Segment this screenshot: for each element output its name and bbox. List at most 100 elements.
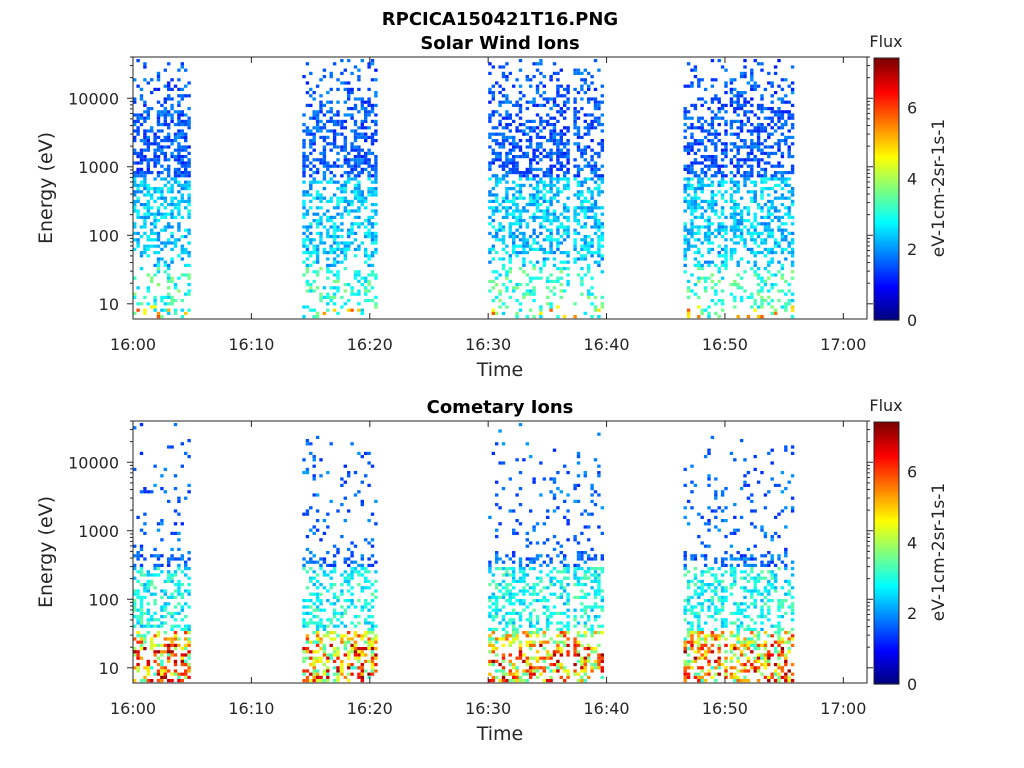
heatmap-cell xyxy=(143,583,147,587)
heatmap-cell xyxy=(491,174,495,178)
heatmap-cell xyxy=(512,618,516,622)
heatmap-cell xyxy=(336,254,340,258)
heatmap-cell xyxy=(177,203,181,207)
heatmap-cell xyxy=(743,123,747,127)
heatmap-cell xyxy=(133,151,137,155)
heatmap-cell xyxy=(522,129,526,133)
heatmap-cell xyxy=(343,113,347,117)
heatmap-cell xyxy=(305,257,310,261)
heatmap-cell xyxy=(714,174,718,178)
heatmap-cell xyxy=(700,183,704,187)
heatmap-cell xyxy=(170,187,174,191)
heatmap-cell xyxy=(566,151,570,155)
heatmap-cell xyxy=(336,675,340,679)
heatmap-cell xyxy=(315,595,320,599)
heatmap-cell xyxy=(546,599,550,603)
heatmap-cell xyxy=(559,631,563,635)
heatmap-cell xyxy=(360,135,364,139)
heatmap-cell xyxy=(326,199,330,203)
heatmap-cell xyxy=(739,129,744,133)
colorbar-segment xyxy=(874,108,899,111)
heatmap-cell xyxy=(542,215,546,219)
heatmap-cell xyxy=(760,302,764,306)
heatmap-cell xyxy=(583,225,587,229)
heatmap-cell xyxy=(501,132,506,136)
heatmap-cell xyxy=(360,455,364,459)
heatmap-cell xyxy=(312,212,316,216)
heatmap-cell xyxy=(180,315,184,319)
heatmap-cell xyxy=(498,595,502,599)
heatmap-cell xyxy=(322,139,327,143)
heatmap-cell xyxy=(593,126,598,130)
heatmap-cell xyxy=(180,65,184,69)
heatmap-cell xyxy=(525,174,529,178)
heatmap-cell xyxy=(184,247,188,251)
heatmap-cell xyxy=(322,608,327,612)
heatmap-cell xyxy=(690,68,694,72)
heatmap-cell xyxy=(512,193,516,197)
heatmap-cell xyxy=(353,270,358,274)
heatmap-cell xyxy=(743,139,747,143)
heatmap-cell xyxy=(340,132,344,136)
heatmap-cell xyxy=(136,196,140,200)
heatmap-cell xyxy=(364,225,368,229)
heatmap-cell xyxy=(753,231,757,235)
heatmap-cell xyxy=(529,171,533,175)
heatmap-cell xyxy=(729,87,734,91)
heatmap-cell xyxy=(736,167,740,171)
heatmap-cell xyxy=(329,215,333,219)
heatmap-cell xyxy=(559,267,563,271)
colorbar-segment xyxy=(874,204,899,208)
heatmap-cell xyxy=(760,110,764,114)
heatmap-cell xyxy=(686,231,691,235)
heatmap-cell xyxy=(535,247,540,251)
heatmap-cell xyxy=(350,167,354,171)
heatmap-cell xyxy=(710,123,715,127)
heatmap-cell xyxy=(767,270,771,274)
heatmap-cell xyxy=(180,592,184,596)
heatmap-cell xyxy=(522,174,526,178)
heatmap-cell xyxy=(683,199,687,203)
heatmap-cell xyxy=(522,238,526,242)
heatmap-cell xyxy=(683,167,687,171)
heatmap-cell xyxy=(177,238,181,242)
heatmap-cell xyxy=(600,212,604,216)
heatmap-cell xyxy=(573,247,577,251)
heatmap-cell xyxy=(336,212,340,216)
heatmap-cell xyxy=(143,512,147,516)
heatmap-cell xyxy=(340,59,344,63)
heatmap-cell xyxy=(343,519,347,523)
heatmap-cell xyxy=(156,155,161,159)
heatmap-cell xyxy=(150,187,154,191)
colorbar-label: eV-1cm-2sr-1s-1 xyxy=(929,119,949,257)
heatmap-cell xyxy=(364,567,368,571)
heatmap-cell xyxy=(770,164,774,168)
heatmap-cell xyxy=(305,605,310,609)
heatmap-cell xyxy=(566,631,570,635)
heatmap-cell xyxy=(552,126,557,130)
heatmap-cell xyxy=(787,148,791,152)
colorbar-segment xyxy=(874,184,899,188)
heatmap-cell xyxy=(177,602,181,606)
heatmap-cell xyxy=(374,193,378,197)
heatmap-cell xyxy=(136,592,140,596)
heatmap-cell xyxy=(146,203,150,207)
heatmap-cell xyxy=(790,193,795,197)
heatmap-cell xyxy=(522,123,526,127)
heatmap-cell xyxy=(573,624,577,628)
heatmap-cell xyxy=(700,97,704,101)
heatmap-cell xyxy=(546,627,550,631)
heatmap-cell xyxy=(546,618,550,622)
heatmap-cell xyxy=(364,151,368,155)
heatmap-cell xyxy=(535,155,540,159)
heatmap-cell xyxy=(707,225,711,229)
heatmap-cell xyxy=(160,589,164,593)
heatmap-cell xyxy=(787,212,791,216)
heatmap-cell xyxy=(535,148,540,152)
heatmap-cell xyxy=(720,177,725,181)
heatmap-cell xyxy=(156,270,161,274)
heatmap-cell xyxy=(532,640,536,644)
heatmap-cell xyxy=(133,97,137,101)
heatmap-cell xyxy=(187,212,191,216)
heatmap-cell xyxy=(559,295,563,299)
